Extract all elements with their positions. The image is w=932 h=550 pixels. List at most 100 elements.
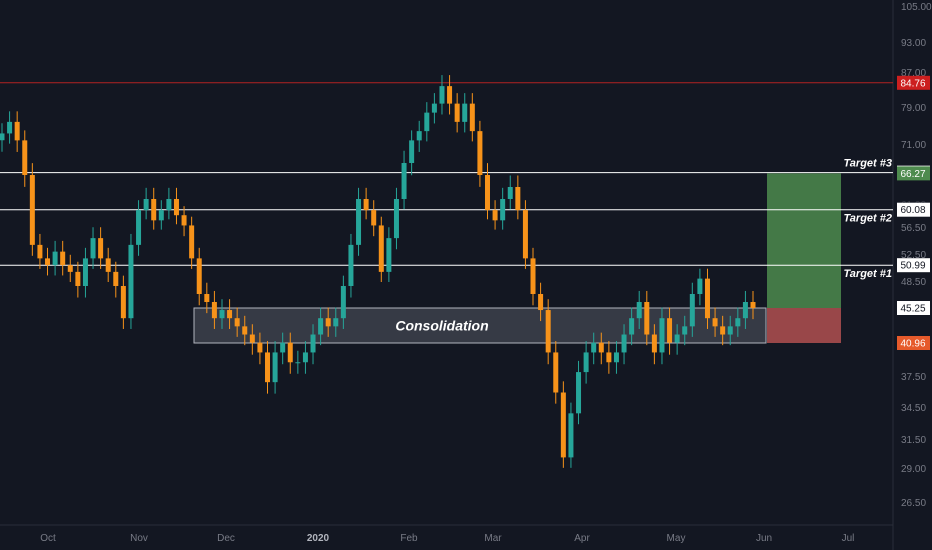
candle-body xyxy=(82,258,88,286)
candle-body xyxy=(105,258,111,272)
price-tag-label: 40.96 xyxy=(900,339,925,350)
y-tick-label: 93.00 xyxy=(901,38,926,49)
candle-body xyxy=(98,238,104,259)
candle-body xyxy=(249,334,255,343)
candle-body xyxy=(598,342,604,353)
price-tag-label: 50.99 xyxy=(900,261,925,272)
candle-body xyxy=(477,131,483,175)
y-tick-label: 79.00 xyxy=(901,103,926,114)
y-tick-label: 26.50 xyxy=(901,498,926,509)
candle-body xyxy=(302,352,308,363)
candle-body xyxy=(386,238,392,272)
y-tick-label: 87.00 xyxy=(901,68,926,79)
x-tick-label: May xyxy=(667,533,686,544)
candle-body xyxy=(484,175,490,211)
x-tick-label: Oct xyxy=(40,533,56,544)
candle-body xyxy=(454,103,460,122)
candle-body xyxy=(0,133,5,141)
candle-body xyxy=(606,352,612,363)
candle-body xyxy=(29,175,35,245)
price-tag xyxy=(897,258,930,273)
price-tag xyxy=(897,166,930,181)
candle-body xyxy=(52,251,58,266)
candle-body xyxy=(393,199,399,239)
price-tag xyxy=(897,301,930,315)
x-tick-label: Mar xyxy=(484,533,502,544)
candle-body xyxy=(439,86,445,104)
y-tick-label: 37.50 xyxy=(901,372,926,383)
candle-body xyxy=(318,318,324,335)
candle-body xyxy=(545,310,551,353)
candle-body xyxy=(280,342,286,353)
candle-body xyxy=(67,265,73,272)
candle-body xyxy=(727,326,733,335)
candle-body xyxy=(242,326,248,335)
candle-body xyxy=(310,334,316,353)
candle-body xyxy=(515,187,521,211)
target-label: Target #3 xyxy=(843,158,892,170)
candle-body xyxy=(651,334,657,353)
candle-body xyxy=(257,342,263,353)
candle-body xyxy=(363,199,369,211)
candle-body xyxy=(234,318,240,327)
candle-body xyxy=(735,318,741,327)
candle-body xyxy=(644,302,650,335)
candle-body xyxy=(576,372,582,414)
candle-body xyxy=(333,318,339,327)
x-tick-label: Nov xyxy=(130,533,148,544)
candle-body xyxy=(340,286,346,319)
candle-body xyxy=(568,413,574,458)
candle-body xyxy=(469,103,475,132)
stop-zone xyxy=(767,308,841,343)
price-tag xyxy=(897,202,930,217)
price-tag xyxy=(897,75,930,90)
candle-body xyxy=(507,187,513,199)
y-tick-label: 71.00 xyxy=(901,140,926,151)
candle-body xyxy=(704,278,710,319)
candle-body xyxy=(173,199,179,216)
candle-body xyxy=(265,352,271,383)
candle-body xyxy=(492,210,498,221)
candle-body xyxy=(530,258,536,294)
candle-body xyxy=(128,244,134,319)
candle-body xyxy=(697,278,703,294)
candle-body xyxy=(356,199,362,245)
candle-body xyxy=(462,103,468,122)
candle-body xyxy=(158,210,164,221)
candle-body xyxy=(120,286,126,319)
candle-body xyxy=(742,302,748,319)
candle-body xyxy=(431,103,437,113)
candle-body xyxy=(591,342,597,353)
candle-body xyxy=(166,199,172,211)
candle-body xyxy=(7,121,13,134)
price-tag xyxy=(897,336,930,350)
candle-body xyxy=(378,225,384,272)
x-tick-label: Dec xyxy=(217,533,235,544)
candle-body xyxy=(219,310,225,319)
y-tick-label: 105.00 xyxy=(901,2,932,13)
candle-body xyxy=(560,392,566,458)
candle-body xyxy=(295,362,301,364)
x-tick-label: Jun xyxy=(756,533,772,544)
candle-body xyxy=(348,244,354,286)
y-tick-label: 56.50 xyxy=(901,223,926,234)
candle-body xyxy=(272,352,278,383)
x-tick-label: Jul xyxy=(842,533,855,544)
price-tag-label: 84.76 xyxy=(900,78,925,89)
candle-body xyxy=(416,131,422,141)
candle-body xyxy=(659,318,665,353)
y-tick-label: 34.50 xyxy=(901,403,926,414)
x-tick-label: Feb xyxy=(400,533,418,544)
target-label: Target #1 xyxy=(843,268,892,280)
candle-body xyxy=(522,210,528,259)
candle-body xyxy=(447,86,453,104)
candle-body xyxy=(553,352,559,393)
candle-body xyxy=(409,140,415,163)
candle-body xyxy=(204,294,210,302)
price-tag-label: 45.25 xyxy=(900,304,925,315)
consolidation-label: Consolidation xyxy=(395,318,488,334)
target-zone xyxy=(767,173,841,308)
candle-body xyxy=(113,271,119,286)
